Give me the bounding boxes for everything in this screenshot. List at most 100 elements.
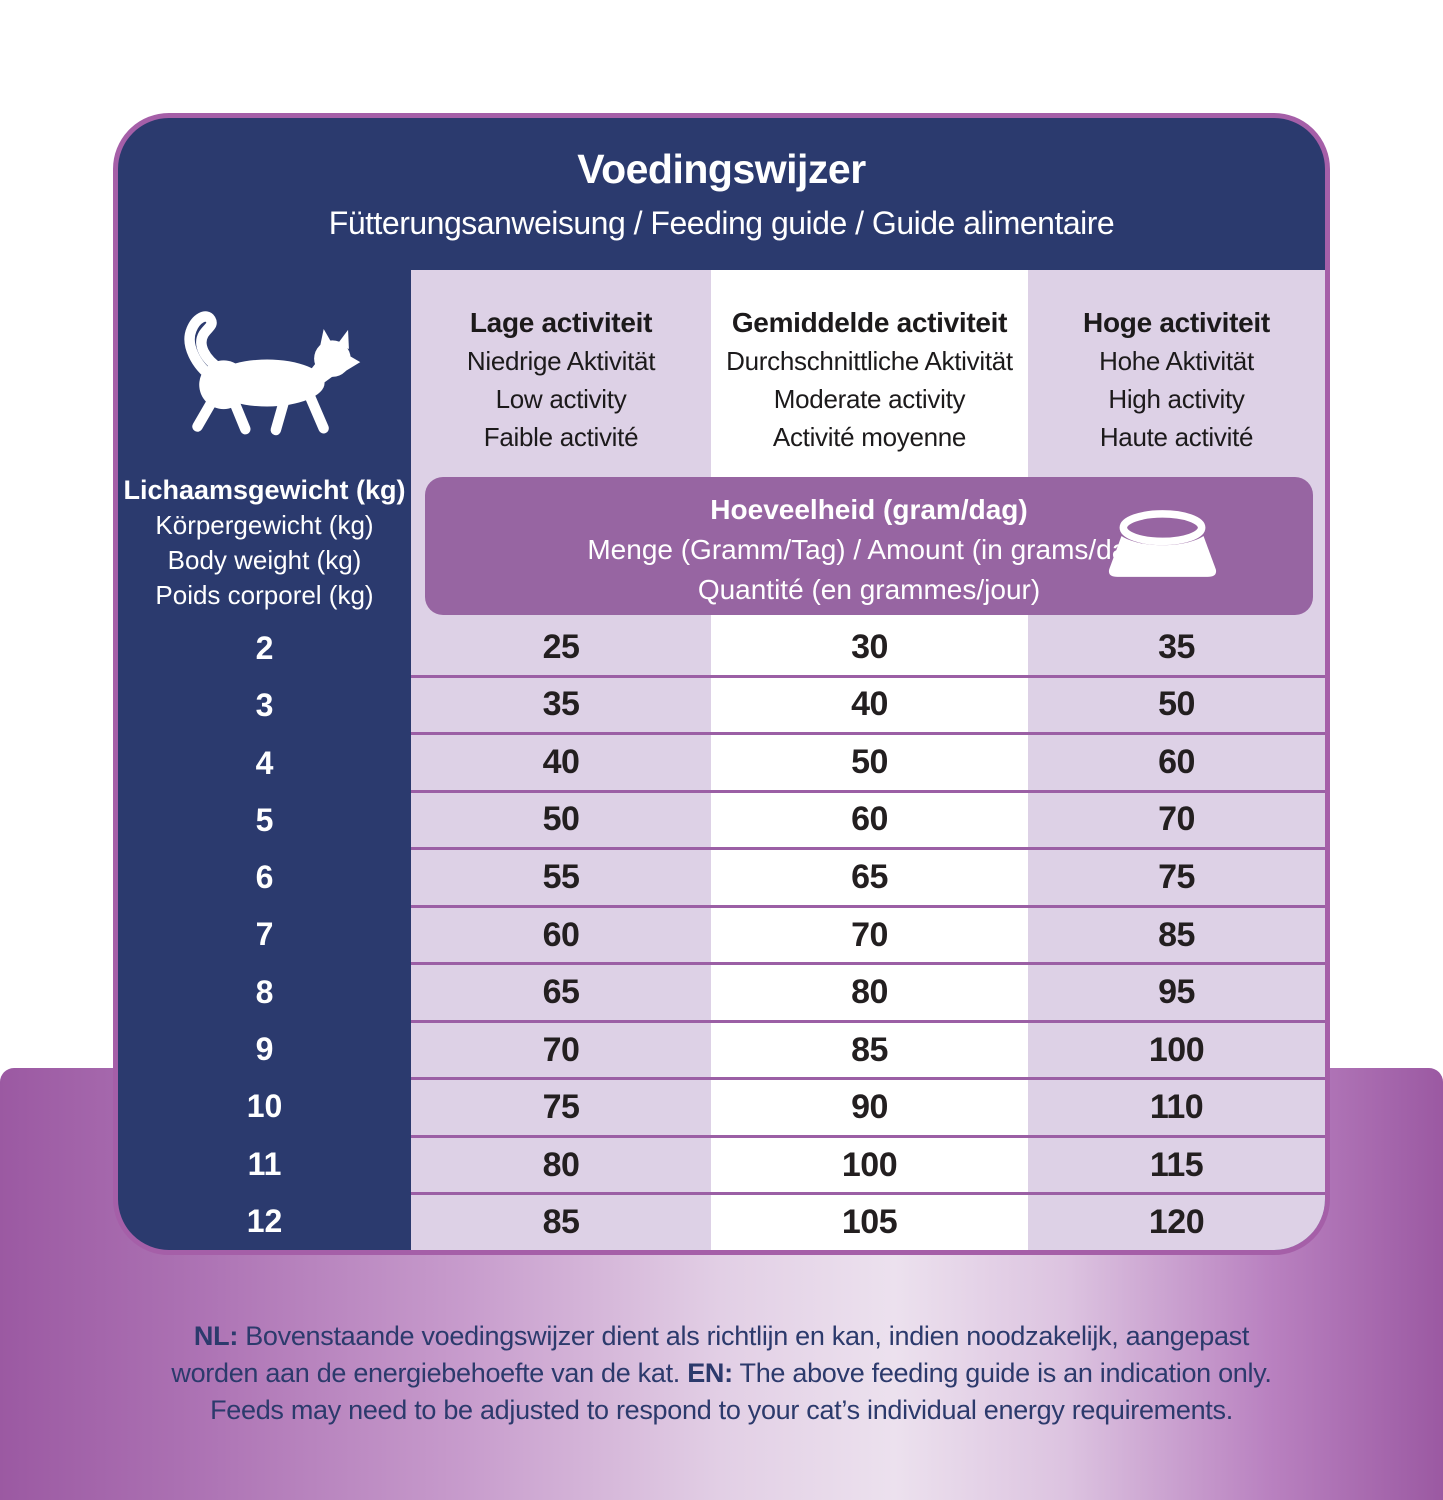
weight-cell: 4 bbox=[255, 744, 274, 781]
body-weight-labels: Lichaamsgewicht (kg) Körpergewicht (kg) … bbox=[118, 473, 411, 613]
table-row: 40 50 60 bbox=[411, 732, 1325, 790]
weight-values: 2 3 4 5 6 7 8 9 10 11 12 bbox=[118, 620, 411, 1250]
high-activity-value-cell: 100 bbox=[1148, 1030, 1205, 1069]
high-activity-header-line: High activity bbox=[1108, 384, 1245, 414]
low-activity-header-line: Low activity bbox=[495, 384, 627, 414]
low-activity-header-line: Faible activité bbox=[483, 422, 639, 452]
table-row: 60 70 85 bbox=[411, 904, 1325, 963]
moderate-activity-value-cell: 60 bbox=[851, 800, 888, 839]
weight-cell: 10 bbox=[246, 1088, 283, 1125]
body-weight-header: Lichaamsgewicht (kg) Körpergewicht (kg) … bbox=[118, 270, 411, 620]
table-row: 80 100 115 bbox=[411, 1134, 1325, 1193]
high-activity-value-cell: 50 bbox=[1158, 685, 1195, 724]
moderate-activity-value-cell: 30 bbox=[851, 627, 888, 666]
high-activity-value-cell: 85 bbox=[1158, 915, 1195, 954]
high-activity-value-cell: 95 bbox=[1158, 973, 1195, 1012]
low-activity-header-line: Lage activiteit bbox=[469, 307, 653, 338]
low-activity-value-cell: 70 bbox=[542, 1030, 580, 1069]
moderate-activity-header-line: Gemiddelde activiteit bbox=[731, 307, 1008, 338]
high-activity-header-line: Hoge activiteit bbox=[1083, 307, 1270, 338]
table-row: 55 65 75 bbox=[411, 847, 1325, 905]
low-activity-value-cell: 25 bbox=[542, 627, 580, 666]
weight-cell: 11 bbox=[247, 1145, 282, 1182]
high-activity-header: Hoge activiteit Hohe Aktivität High activi… bbox=[1028, 270, 1325, 475]
moderate-activity-value-cell: 80 bbox=[851, 973, 888, 1012]
feeding-table: Lichaamsgewicht (kg) Körpergewicht (kg) … bbox=[118, 270, 1325, 1250]
low-activity-value-cell: 60 bbox=[542, 915, 580, 954]
weight-cell: 2 bbox=[255, 630, 274, 667]
footnote: NL: Bovenstaande voedingswijzer dient al… bbox=[0, 1318, 1443, 1429]
moderate-activity-header: Gemiddelde activiteit Durchschnittliche A… bbox=[711, 270, 1028, 475]
weight-cell: 3 bbox=[255, 687, 274, 724]
weight-cell: 6 bbox=[255, 859, 274, 896]
low-activity-value-cell: 85 bbox=[542, 1203, 580, 1242]
high-activity-value-cell: 75 bbox=[1158, 857, 1195, 896]
footnote-en-label: EN: bbox=[687, 1358, 733, 1388]
moderate-activity-value-cell: 85 bbox=[851, 1030, 888, 1069]
low-activity-header-line: Niedrige Aktivität bbox=[466, 346, 656, 376]
high-activity-value-cell: 120 bbox=[1148, 1203, 1205, 1242]
weight-cell: 7 bbox=[255, 916, 274, 953]
low-activity-value-cell: 75 bbox=[542, 1088, 580, 1127]
weight-label-fr: Poids corporel (kg) bbox=[155, 580, 374, 610]
moderate-activity-value-cell: 40 bbox=[851, 685, 888, 724]
table-row: 85 105 120 bbox=[411, 1192, 1325, 1250]
high-activity-value-cell: 60 bbox=[1158, 742, 1195, 781]
banner-line-de-en: Menge (Gramm/Tag) / Amount (in grams/day… bbox=[587, 534, 1151, 565]
table-row: 70 85 100 bbox=[411, 1019, 1325, 1078]
moderate-activity-value-cell: 70 bbox=[851, 915, 888, 954]
weight-cell: 8 bbox=[255, 973, 274, 1010]
footnote-nl-label: NL: bbox=[193, 1321, 239, 1351]
footnote-nl-text: Bovenstaande voedingswijzer dient als ri… bbox=[171, 1321, 1250, 1388]
moderate-activity-header-line: Moderate activity bbox=[773, 384, 966, 414]
activity-columns: Lage activiteit Niedrige Aktivität Low act… bbox=[411, 270, 1325, 1250]
moderate-activity-value-cell: 65 bbox=[851, 857, 888, 896]
low-activity-value-cell: 80 bbox=[542, 1145, 580, 1184]
moderate-activity-header-line: Activité moyenne bbox=[772, 422, 967, 452]
moderate-activity-value-cell: 105 bbox=[841, 1203, 898, 1242]
feeding-guide-card: Voedingswijzer Fütterungsanweisung / Fee… bbox=[113, 113, 1330, 1255]
table-row: 35 40 50 bbox=[411, 674, 1325, 733]
high-activity-value-cell: 70 bbox=[1158, 800, 1195, 839]
moderate-activity-value-cell: 50 bbox=[851, 742, 888, 781]
weight-cell: 9 bbox=[255, 1030, 274, 1067]
high-activity-value-cell: 110 bbox=[1149, 1088, 1204, 1127]
table-row: 25 30 35 bbox=[411, 620, 1325, 675]
low-activity-value-cell: 35 bbox=[542, 685, 580, 724]
low-activity-value-cell: 55 bbox=[542, 857, 580, 896]
moderate-activity-stripe bbox=[711, 270, 1028, 1250]
weight-cell: 12 bbox=[246, 1202, 283, 1239]
moderate-activity-value-cell: 90 bbox=[851, 1088, 888, 1127]
low-activity-stripe bbox=[411, 270, 711, 1250]
weight-cell: 5 bbox=[255, 801, 274, 838]
moderate-activity-value-cell: 100 bbox=[841, 1145, 898, 1184]
table-row: 65 80 95 bbox=[411, 962, 1325, 1020]
table-row: 50 60 70 bbox=[411, 789, 1325, 848]
amount-rows: 25 30 35 35 40 50 40 50 60 50 60 70 55 65 75 60 70 85 65 80… bbox=[411, 620, 1325, 1250]
low-activity-value-cell: 50 bbox=[542, 800, 580, 839]
low-activity-header: Lage activiteit Niedrige Aktivität Low act… bbox=[411, 270, 711, 475]
card-header: Voedingswijzer Fütterungsanweisung / Fee… bbox=[118, 118, 1325, 270]
body-weight-column: Lichaamsgewicht (kg) Körpergewicht (kg) … bbox=[118, 270, 411, 1250]
moderate-activity-header-line: Durchschnittliche Aktivität bbox=[726, 346, 1013, 376]
amount-banner-wrap: Hoeveelheid (gram/dag) Menge (Gramm/Tag)… bbox=[411, 475, 1325, 620]
page-subtitle: Fütterungsanweisung / Feeding guide / Gu… bbox=[328, 205, 1115, 241]
activity-column-headers: Lage activiteit Niedrige Aktivität Low act… bbox=[411, 270, 1325, 475]
cat-icon bbox=[118, 300, 411, 465]
low-activity-value-cell: 40 bbox=[542, 742, 580, 781]
banner-line-nl: Hoeveelheid (gram/dag) bbox=[710, 494, 1028, 525]
high-activity-value-cell: 35 bbox=[1158, 627, 1195, 666]
high-activity-header-line: Haute activité bbox=[1099, 422, 1254, 452]
footnote-en-text: The above feeding guide is an indication… bbox=[210, 1358, 1272, 1425]
banner-line-fr: Quantité (en grammes/jour) bbox=[697, 574, 1041, 605]
table-row: 75 90 110 bbox=[411, 1077, 1325, 1135]
weight-label-de: Körpergewicht (kg) bbox=[155, 510, 374, 540]
footnote-text: NL: Bovenstaande voedingswijzer dient al… bbox=[162, 1318, 1282, 1429]
high-activity-header-line: Hohe Aktivität bbox=[1099, 346, 1254, 376]
weight-label-nl: Lichaamsgewicht (kg) bbox=[123, 475, 406, 505]
amount-banner: Hoeveelheid (gram/dag) Menge (Gramm/Tag)… bbox=[425, 477, 1313, 615]
low-activity-value-cell: 65 bbox=[542, 973, 580, 1012]
high-activity-value-cell: 115 bbox=[1149, 1145, 1204, 1184]
page-title: Voedingswijzer bbox=[577, 146, 866, 192]
